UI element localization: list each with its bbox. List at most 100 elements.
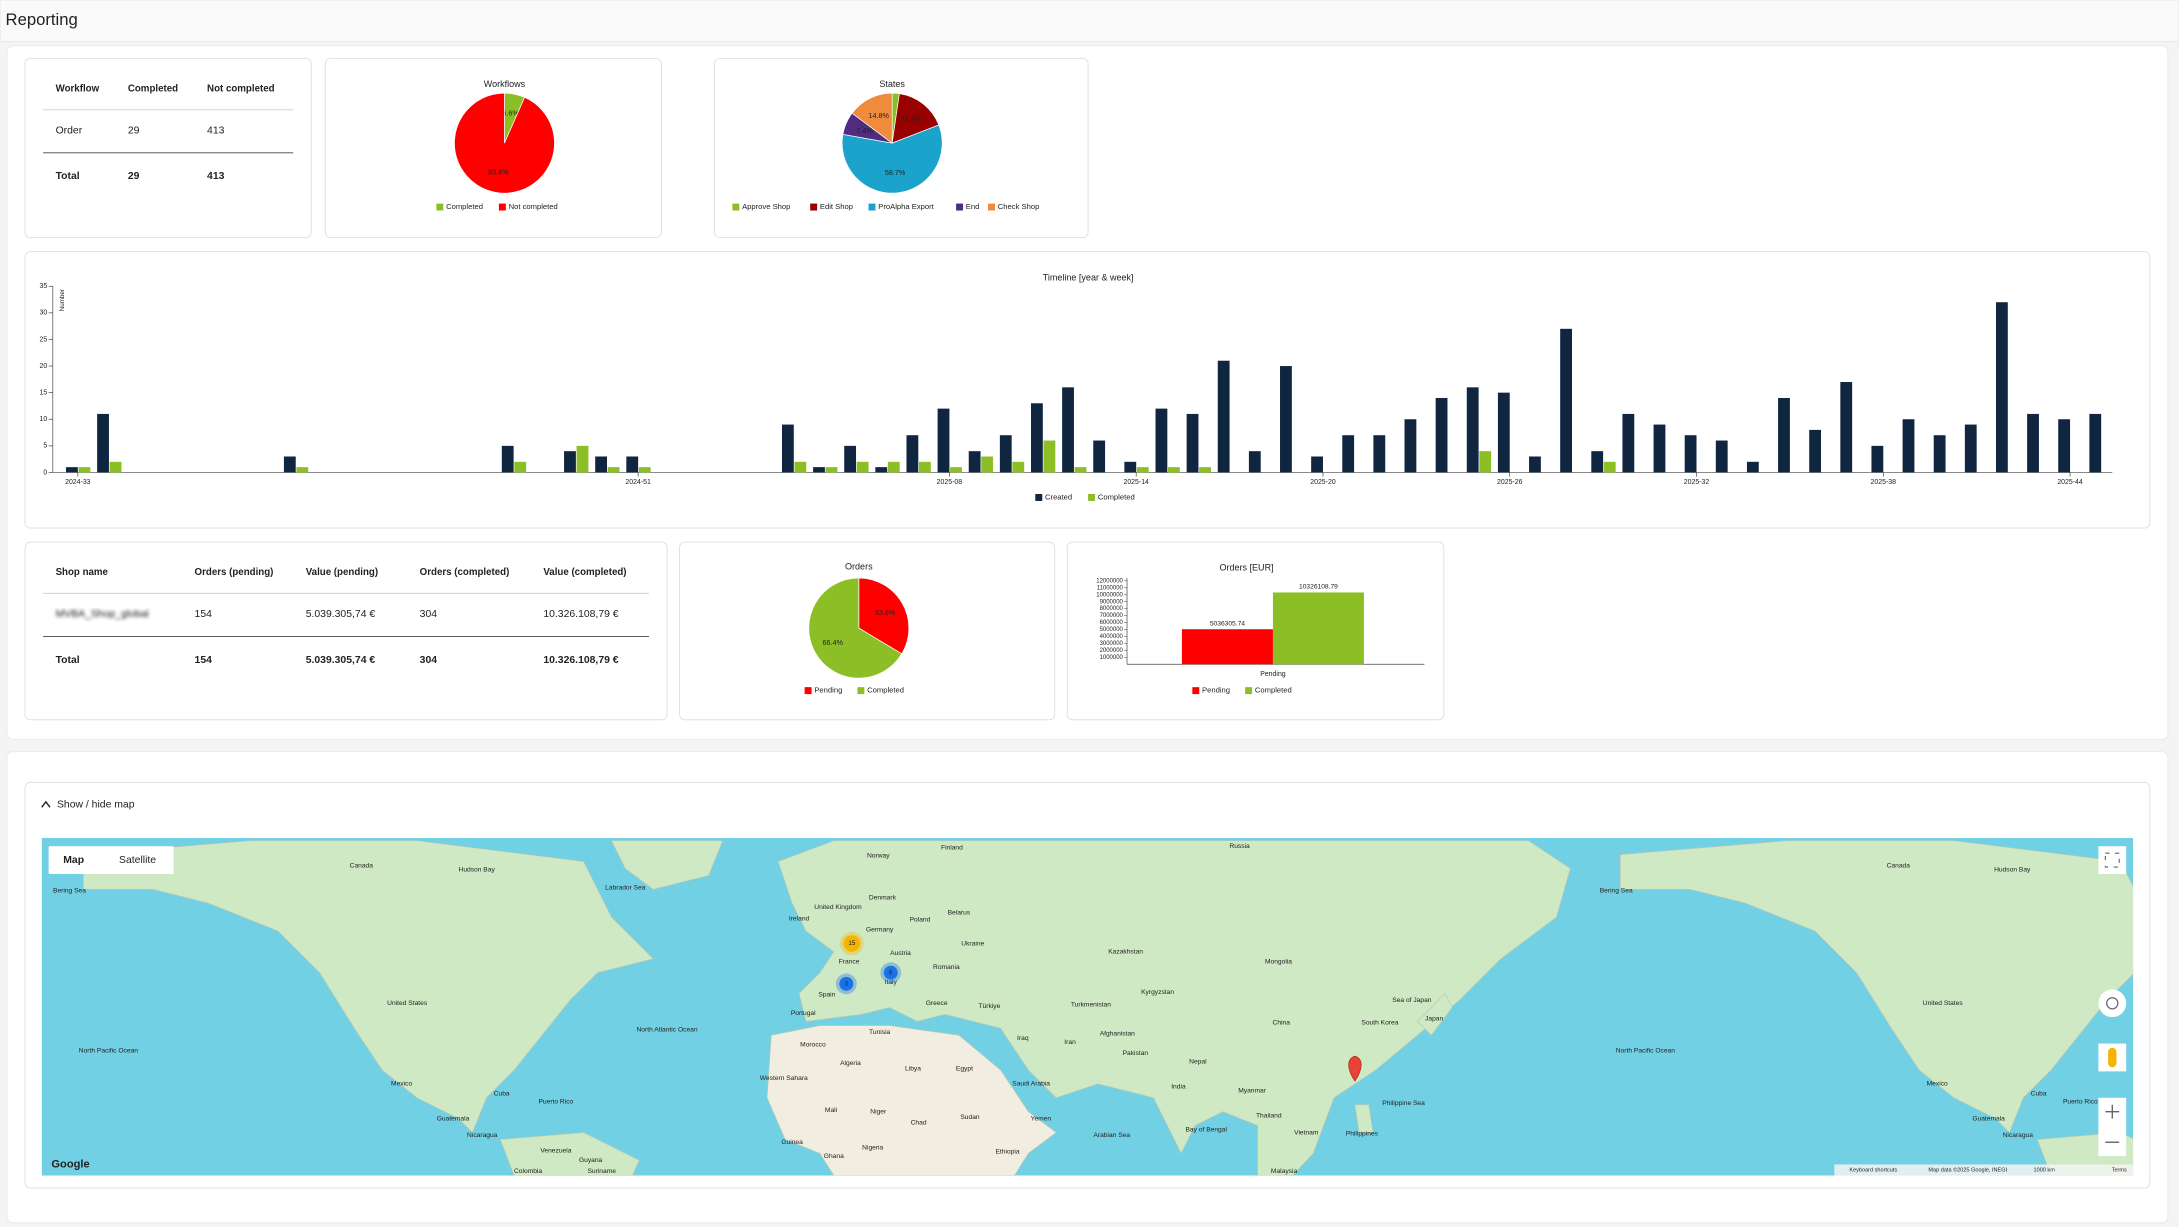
cluster-marker[interactable] (843, 935, 861, 952)
y-tick-label: 4000000 (1100, 634, 1124, 640)
map-label: Morocco (800, 1042, 826, 1049)
map-label: Greece (926, 1000, 948, 1007)
map-label: Iraq (1017, 1035, 1029, 1042)
map-label: China (1273, 1019, 1291, 1026)
map-label: Mexico (391, 1081, 412, 1088)
zoom-in[interactable] (2105, 1104, 2120, 1119)
cluster-marker[interactable] (883, 965, 898, 980)
map-label: Austria (890, 950, 911, 957)
y-tick-label: 8000000 (1100, 606, 1124, 612)
table-cell: 413 (207, 125, 225, 136)
pie-slice (891, 93, 940, 144)
map-label: Denmark (869, 894, 897, 901)
bar (296, 467, 309, 473)
map-label: Tunisia (869, 1029, 891, 1036)
map-marker[interactable] (1348, 1055, 1362, 1082)
map-label: Bering Sea (1600, 887, 1633, 894)
map-label: United States (1923, 1000, 1964, 1007)
map-label: Iran (1064, 1039, 1076, 1046)
x-tick-label: 2025-08 (937, 479, 963, 486)
map-label: Myanmar (1238, 1088, 1267, 1095)
attribution-bar (1834, 1164, 2134, 1176)
map-label: Ireland (789, 915, 810, 922)
bar (1311, 456, 1323, 473)
table-cell: MVBA_Shop_global (56, 609, 149, 620)
map-label: Philippine Sea (1382, 1100, 1425, 1107)
legend-label: Created (1045, 492, 1072, 501)
bar (1809, 429, 1822, 473)
map-label: Philippines (1346, 1131, 1379, 1138)
bar (1280, 366, 1292, 473)
bar (1746, 461, 1759, 473)
bar (1074, 467, 1087, 473)
fullscreen-icon (2104, 852, 2120, 868)
bar (576, 445, 589, 473)
table-cell: Order (56, 125, 83, 136)
bar (1186, 413, 1199, 473)
map-label: Cuba (494, 1090, 510, 1097)
bar (1603, 461, 1616, 473)
legend-swatch (810, 203, 818, 211)
map-type-button[interactable]: Satellite (119, 855, 156, 866)
chart-title: Timeline [year & week] (1043, 272, 1134, 282)
bar (1435, 397, 1448, 473)
location-button[interactable] (2098, 989, 2127, 1018)
legend-swatch (1035, 493, 1043, 501)
map-label: Labrador Sea (605, 885, 646, 892)
map-label: Arabian Sea (1093, 1132, 1130, 1139)
data-label: 5036305.74 (1210, 620, 1245, 627)
map-attribution: 1000 km (2034, 1167, 2056, 1173)
bar (1043, 440, 1056, 473)
x-tick-label: 2025-20 (1310, 479, 1336, 486)
map-toggle[interactable]: Show / hide map (57, 799, 135, 810)
bar (1199, 467, 1211, 473)
map-label: Belarus (948, 910, 971, 917)
bar (1933, 435, 1946, 473)
bar (514, 461, 527, 473)
y-tick-label: 1000000 (1100, 655, 1124, 661)
bar (1591, 451, 1604, 473)
data-label: 10326108.79 (1299, 584, 1338, 591)
card (24, 57, 312, 239)
map-label: Ethiopia (995, 1149, 1019, 1156)
bar (1964, 424, 1977, 473)
bar (1404, 419, 1417, 473)
map-label: Afghanistan (1100, 1031, 1135, 1038)
map[interactable]: Canada Hudson Bay United States Mexico Cuba P… (41, 837, 2179, 1176)
y-tick-label: 10 (40, 416, 48, 423)
legend-label: Edit Shop (820, 202, 853, 211)
chevron[interactable] (41, 800, 51, 808)
legend-swatch (1192, 687, 1200, 695)
pie-slice (851, 92, 893, 144)
bar (1684, 435, 1697, 473)
pegman-icon (2108, 1047, 2117, 1068)
map-label: Venezuela (540, 1147, 571, 1154)
map-label: Mali (825, 1107, 838, 1114)
map-attribution: Map data ©2025 Google, INEGI (1928, 1166, 2007, 1173)
bar (2027, 413, 2039, 473)
y-tick-label: 2000000 (1100, 648, 1124, 654)
legend-swatch (498, 203, 506, 211)
bar (2058, 419, 2071, 473)
bar (781, 424, 794, 473)
eurasia (777, 840, 1571, 1176)
cluster-marker[interactable] (839, 976, 854, 991)
card (24, 251, 2151, 529)
legend-label: Approve Shop (742, 202, 790, 211)
bar (78, 467, 91, 473)
map-attribution[interactable]: Keyboard shortcuts (1849, 1167, 1897, 1173)
map-type-button[interactable]: Map (63, 855, 84, 866)
bar (1168, 467, 1180, 473)
map-label: Vietnam (1294, 1129, 1319, 1136)
map-label: Canada (1887, 862, 1911, 869)
bar (950, 467, 962, 473)
bar (937, 408, 950, 473)
fullscreen-button[interactable] (2098, 846, 2127, 875)
map-label: Puerto Rico (2063, 1099, 2098, 1106)
data-label: 66.4% (822, 638, 843, 647)
map-label: Yemen (1031, 1115, 1052, 1122)
bar (1136, 467, 1149, 473)
cluster-count: 15 (848, 940, 855, 947)
map-attribution[interactable]: Terms (2112, 1167, 2127, 1173)
